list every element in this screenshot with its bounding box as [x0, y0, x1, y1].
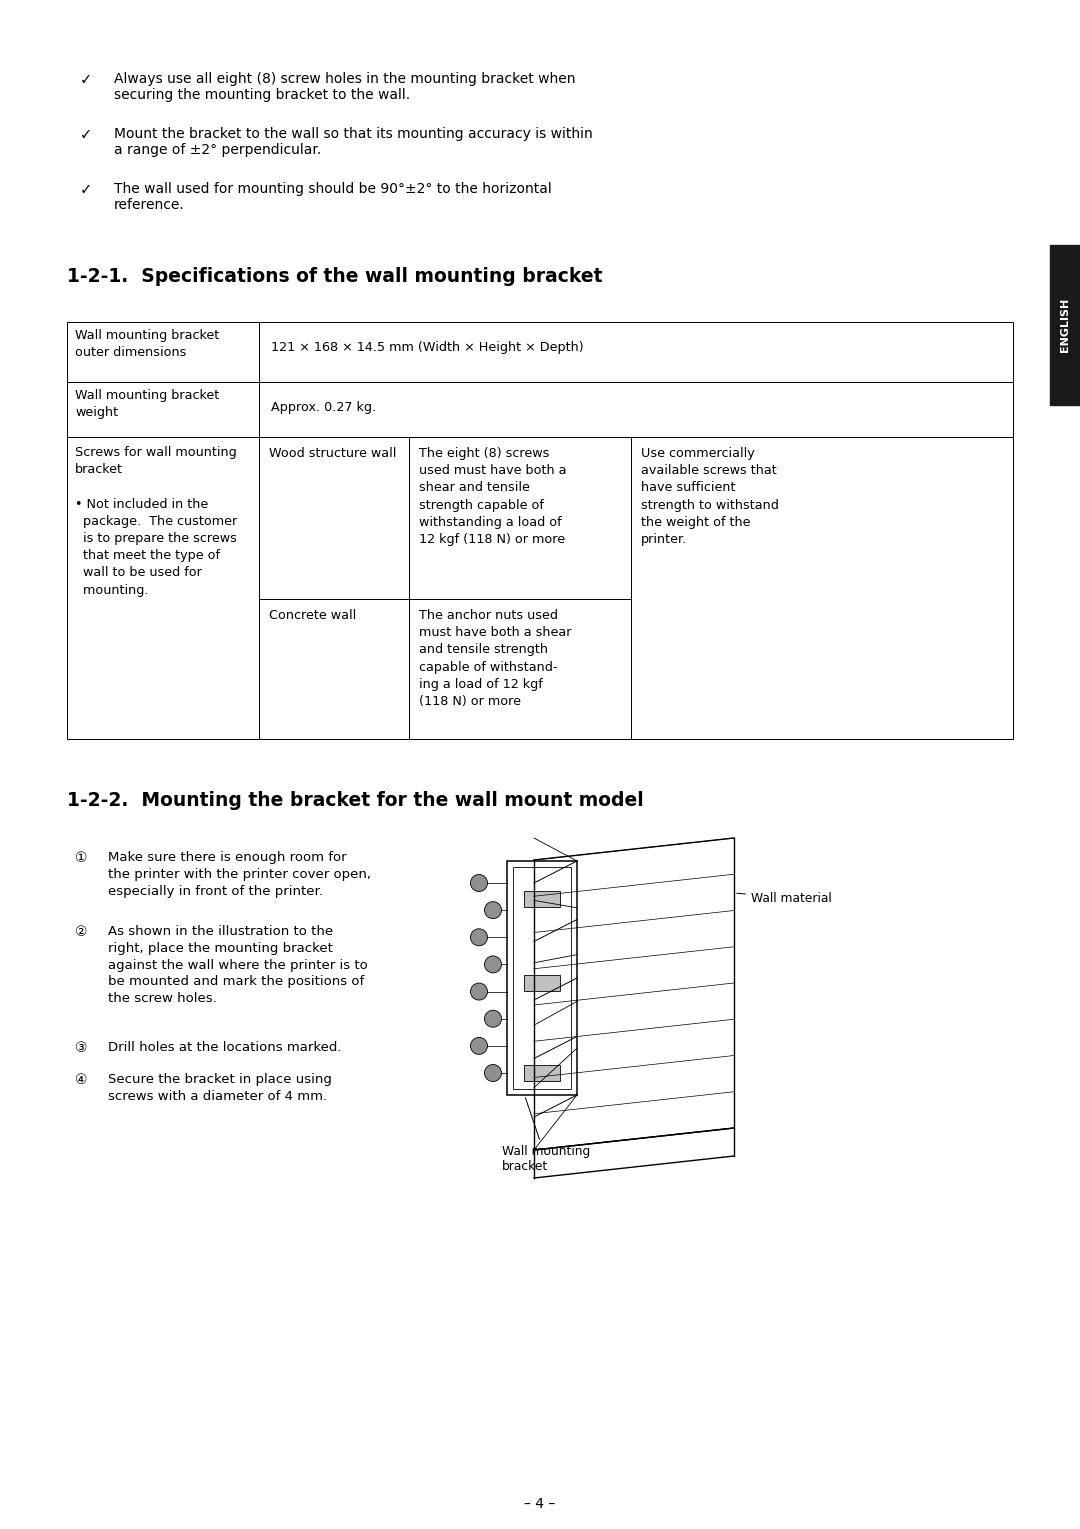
Bar: [507, 861, 577, 1095]
Text: ②: ②: [75, 925, 87, 939]
Text: ④: ④: [75, 1073, 87, 1087]
Bar: [513, 867, 571, 1089]
Text: The wall used for mounting should be 90°±2° to the horizontal
reference.: The wall used for mounting should be 90°…: [114, 182, 552, 213]
Text: The eight (8) screws
used must have both a
shear and tensile
strength capable of: The eight (8) screws used must have both…: [419, 446, 567, 546]
Text: 121 × 168 × 14.5 mm (Width × Height × Depth): 121 × 168 × 14.5 mm (Width × Height × De…: [271, 341, 583, 355]
Text: 1-2-2.  Mounting the bracket for the wall mount model: 1-2-2. Mounting the bracket for the wall…: [67, 790, 644, 810]
Circle shape: [485, 902, 501, 919]
Text: Screws for wall mounting
bracket

• Not included in the
  package.  The customer: Screws for wall mounting bracket • Not i…: [75, 446, 238, 596]
Text: Approx. 0.27 kg.: Approx. 0.27 kg.: [271, 401, 376, 414]
Bar: [67, 323, 1013, 382]
Text: Secure the bracket in place using
screws with a diameter of 4 mm.: Secure the bracket in place using screws…: [108, 1073, 332, 1102]
Text: Wood structure wall: Wood structure wall: [269, 446, 396, 460]
Text: Use commercially
available screws that
have sufficient
strength to withstand
the: Use commercially available screws that h…: [642, 446, 779, 546]
Text: Mount the bracket to the wall so that its mounting accuracy is within
a range of: Mount the bracket to the wall so that it…: [114, 127, 593, 157]
Text: Concrete wall: Concrete wall: [269, 609, 356, 622]
Text: ✓: ✓: [80, 72, 92, 87]
Circle shape: [485, 1064, 501, 1081]
Text: The anchor nuts used
must have both a shear
and tensile strength
capable of with: The anchor nuts used must have both a sh…: [419, 609, 571, 708]
Bar: [1050, 245, 1080, 405]
Text: ①: ①: [75, 852, 87, 865]
Text: ③: ③: [75, 1041, 87, 1055]
Text: Wall mounting bracket
outer dimensions: Wall mounting bracket outer dimensions: [75, 329, 219, 359]
Bar: [524, 976, 561, 991]
Text: ENGLISH: ENGLISH: [1059, 298, 1070, 352]
Text: ✓: ✓: [80, 127, 92, 142]
Circle shape: [471, 983, 487, 1000]
Circle shape: [471, 1037, 487, 1055]
Text: Wall mounting
bracket: Wall mounting bracket: [502, 1098, 591, 1173]
Bar: [67, 382, 1013, 437]
Text: Drill holes at the locations marked.: Drill holes at the locations marked.: [108, 1041, 341, 1055]
Text: ✓: ✓: [80, 182, 92, 197]
Circle shape: [485, 1011, 501, 1027]
Circle shape: [471, 875, 487, 891]
Text: – 4 –: – 4 –: [525, 1497, 555, 1511]
Circle shape: [485, 956, 501, 972]
Circle shape: [471, 928, 487, 946]
Text: Make sure there is enough room for
the printer with the printer cover open,
espe: Make sure there is enough room for the p…: [108, 852, 372, 898]
Bar: [524, 891, 561, 907]
Text: 1-2-1.  Specifications of the wall mounting bracket: 1-2-1. Specifications of the wall mounti…: [67, 268, 603, 286]
Bar: [67, 437, 1013, 739]
Text: Wall mounting bracket
weight: Wall mounting bracket weight: [75, 388, 219, 419]
Text: As shown in the illustration to the
right, place the mounting bracket
against th: As shown in the illustration to the righ…: [108, 925, 368, 1005]
Bar: [524, 1066, 561, 1081]
Text: Always use all eight (8) screw holes in the mounting bracket when
securing the m: Always use all eight (8) screw holes in …: [114, 72, 576, 102]
Text: Wall material: Wall material: [737, 891, 832, 905]
